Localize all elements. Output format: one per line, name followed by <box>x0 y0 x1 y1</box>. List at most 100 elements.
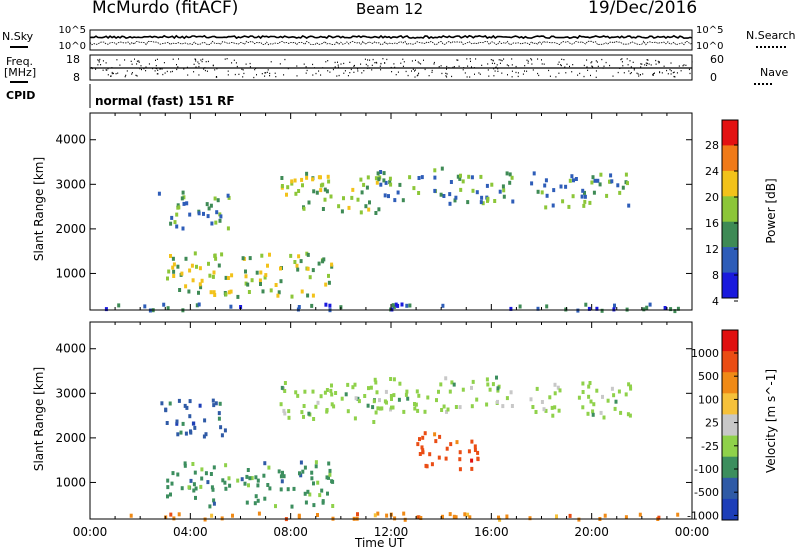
nave-dot <box>506 64 508 66</box>
nave-dot <box>642 73 644 75</box>
x-tick-label: 12:00 <box>374 525 409 539</box>
colorbar-swatch <box>722 145 738 172</box>
nave-dot <box>156 58 158 60</box>
echo-cell <box>558 388 562 393</box>
nave-dot <box>242 76 244 78</box>
echo-cell <box>208 273 212 278</box>
nave-dot <box>499 62 501 64</box>
echo-cell <box>356 512 359 517</box>
echo-cell <box>426 395 430 400</box>
echo-cell <box>591 412 595 417</box>
echo-cell <box>536 306 540 311</box>
echo-cell <box>312 503 316 508</box>
echo-cell <box>581 188 585 193</box>
nave-dot <box>400 62 402 64</box>
nave-dot <box>630 72 632 74</box>
echo-cell <box>486 382 490 387</box>
nave-dot <box>283 74 285 76</box>
echo-cell <box>529 397 533 402</box>
echo-cell <box>212 501 216 506</box>
echo-cell <box>327 179 331 184</box>
echo-cell <box>301 469 305 474</box>
nave-dot <box>659 61 660 63</box>
nave-dot <box>670 70 672 72</box>
echo-cell <box>468 515 472 520</box>
nave-dot <box>405 70 407 73</box>
echo-cell <box>362 182 366 187</box>
nave-dot <box>456 59 458 61</box>
nave-dot <box>667 73 669 75</box>
nave-dot <box>526 59 528 61</box>
echo-cell <box>229 304 233 309</box>
echo-cell <box>314 460 318 465</box>
echo-cell <box>166 494 169 499</box>
nave-dot <box>140 65 142 67</box>
nave-dot <box>689 72 691 75</box>
nave-dot <box>644 64 646 66</box>
nave-dot <box>329 71 331 73</box>
echo-cell <box>624 392 628 397</box>
echo-cell <box>244 274 248 279</box>
echo-cell <box>209 203 213 208</box>
echo-cell <box>450 380 454 385</box>
nave-dot <box>403 61 405 63</box>
nave-dot <box>141 68 142 71</box>
echo-cell <box>303 389 307 394</box>
echo-cell <box>379 182 383 187</box>
echo-cell <box>534 410 538 414</box>
nave-dot <box>685 64 687 66</box>
echo-cell <box>310 470 314 475</box>
noise-sky-line <box>89 34 693 40</box>
nave-dot <box>343 62 345 65</box>
nave-dot <box>531 59 533 61</box>
nave-dot <box>453 66 455 68</box>
echo-cell <box>267 465 271 470</box>
echo-cell <box>324 282 328 287</box>
echo-cell <box>246 282 250 287</box>
echo-cell <box>244 269 247 274</box>
echo-cell <box>182 195 186 200</box>
nave-dot <box>672 72 674 74</box>
echo-cell <box>446 407 450 412</box>
echo-cell <box>192 482 196 487</box>
echo-cell <box>444 376 448 381</box>
nave-dot <box>287 67 289 70</box>
nave-dot <box>663 65 665 67</box>
nave-dot <box>159 68 161 70</box>
echo-cell <box>368 200 371 205</box>
echo-cell <box>543 183 547 188</box>
colorbar-frame <box>721 329 739 521</box>
echo-cell <box>553 382 557 387</box>
echo-cell <box>248 256 252 261</box>
nave-dot <box>312 74 314 76</box>
echo-cell <box>211 274 215 279</box>
echo-cell <box>207 261 210 266</box>
echo-cell <box>302 206 306 211</box>
echo-cell <box>374 176 378 181</box>
echo-cell <box>459 187 463 192</box>
nave-dot <box>592 66 594 68</box>
echo-cell <box>198 282 202 287</box>
nave-dot <box>379 65 381 67</box>
echo-cell <box>439 382 443 387</box>
noise-sky-label: N.Sky <box>2 30 34 43</box>
echo-cell <box>602 415 606 420</box>
echo-cell <box>331 479 335 484</box>
echo-cell <box>306 252 310 257</box>
nave-label: Nave <box>760 66 789 79</box>
nave-dot <box>640 63 642 65</box>
nave-dot <box>659 71 661 73</box>
echo-cell <box>657 515 661 520</box>
echo-cell <box>470 439 474 444</box>
echo-cell <box>673 309 677 314</box>
nave-dot <box>493 68 495 70</box>
nave-dot <box>658 62 660 64</box>
nave-dot <box>125 74 127 76</box>
nave-dot <box>652 73 654 75</box>
echo-cell <box>441 514 444 519</box>
echo-cell <box>214 401 218 406</box>
echo-cell <box>175 224 179 229</box>
nave-dot <box>193 71 195 73</box>
echo-cell <box>391 405 395 410</box>
colorbar-tick-label: 8 <box>712 269 719 282</box>
